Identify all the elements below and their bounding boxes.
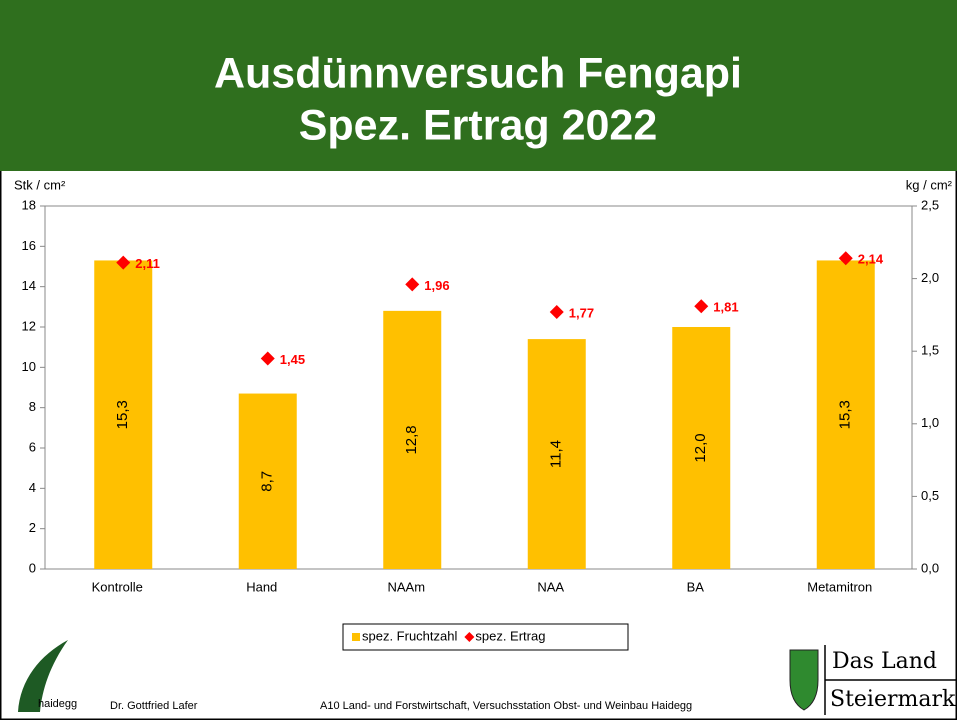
point — [116, 255, 131, 270]
bar — [383, 310, 442, 569]
x-tick-label: NAA — [537, 579, 564, 594]
point — [405, 277, 420, 292]
plot: 0 2 4 6 8 10 12 14 16 18 0,0 0,5 1,0 1,5 2,0 2,5 Kontrol… — [22, 197, 940, 594]
point-value-label: 1,77 — [569, 305, 594, 320]
chart-title: Spez. Ertrag 2022 — [299, 101, 658, 149]
bar — [94, 260, 153, 569]
x-tick-label: Metamitron — [807, 579, 872, 594]
x-tick-label: Kontrolle — [92, 579, 143, 594]
legend-label: spez. Fruchtzahl — [362, 628, 457, 643]
legend: spez. Fruchtzahl spez. Ertrag — [352, 628, 545, 643]
point — [260, 351, 275, 366]
y-tick-label: 2 — [29, 520, 36, 535]
header-band — [0, 0, 957, 171]
y-tick-label: 18 — [22, 197, 36, 212]
chart-title: Ausdünnversuch Fengapi — [214, 49, 742, 97]
point — [694, 299, 709, 314]
y2-tick-label: 0,5 — [921, 488, 939, 503]
bar-value-label: 11,4 — [548, 440, 565, 468]
point — [549, 304, 564, 319]
legend-swatch — [464, 632, 475, 642]
y-tick-label: 0 — [29, 560, 36, 575]
y2-tick-label: 0,0 — [921, 560, 939, 575]
point-value-label: 1,96 — [424, 278, 449, 293]
y2-axis-label: kg / cm² — [906, 177, 953, 192]
bar-value-label: 15,3 — [114, 400, 131, 429]
y-tick-label: 8 — [29, 399, 36, 414]
y-tick-label: 12 — [22, 318, 36, 333]
y2-tick-label: 1,5 — [921, 343, 939, 358]
y-tick-label: 14 — [22, 278, 36, 293]
bar-value-label: 15,3 — [837, 400, 854, 429]
legend-swatch — [352, 633, 360, 641]
logo-text: haidegg — [38, 698, 77, 710]
x-tick-label: BA — [687, 579, 705, 594]
point-value-label: 2,14 — [858, 252, 884, 267]
bar-value-label: 8,7 — [259, 471, 276, 492]
y-tick-label: 6 — [29, 439, 36, 454]
plot-area — [44, 205, 913, 570]
y2-tick-label: 2,0 — [921, 270, 939, 285]
brand-text: Steiermark — [830, 687, 956, 712]
coat-of-arms — [789, 649, 819, 711]
bar — [527, 339, 586, 569]
legend-box — [342, 623, 629, 651]
footer-institution: A10 Land- und Forstwirtschaft, Versuchss… — [320, 700, 692, 712]
point-value-label: 1,81 — [713, 300, 738, 315]
x-tick-label: Hand — [246, 579, 277, 594]
y-tick-label: 10 — [22, 359, 36, 374]
y-tick-label: 16 — [22, 238, 36, 253]
bar-value-label: 12,8 — [403, 425, 420, 454]
footer-author: Dr. Gottfried Lafer — [110, 700, 198, 712]
brand-text: Das Land — [832, 649, 937, 674]
y2-tick-label: 2,5 — [921, 197, 939, 212]
bar — [672, 327, 731, 569]
point-value-label: 1,45 — [280, 352, 305, 367]
point-value-label: 2,11 — [135, 256, 160, 271]
y2-tick-label: 1,0 — [921, 415, 939, 430]
bar — [816, 260, 875, 569]
legend-label: spez. Ertrag — [475, 628, 545, 643]
bar-value-label: 12,0 — [692, 433, 709, 462]
y-axis-label: Stk / cm² — [14, 177, 66, 192]
point — [838, 251, 853, 266]
x-tick-label: NAAm — [387, 579, 425, 594]
y-tick-label: 4 — [29, 480, 36, 495]
logo-leaf — [18, 640, 68, 712]
bar — [238, 393, 297, 569]
